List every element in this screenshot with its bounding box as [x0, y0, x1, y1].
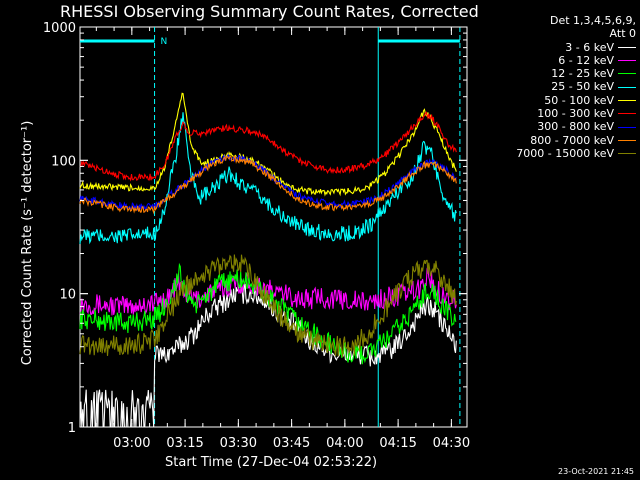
legend-entry: 800 - 7000 keV — [478, 134, 636, 147]
series-line — [79, 254, 457, 358]
legend-label: 100 - 300 keV — [537, 107, 614, 121]
legend-label: 12 - 25 keV — [551, 67, 614, 81]
legend-label: 7000 - 15000 keV — [516, 146, 614, 160]
timestamp: 23-Oct-2021 21:45 — [558, 467, 634, 476]
legend-swatch — [618, 46, 636, 48]
x-tick-label: 04:30 — [433, 436, 470, 451]
y-tick-label: 100 — [51, 154, 76, 169]
series-line — [79, 112, 457, 245]
legend-entry: 6 - 12 keV — [478, 54, 636, 67]
legend-swatch — [618, 99, 636, 101]
y-tick-label: 10 — [59, 288, 76, 303]
legend-label: 3 - 6 keV — [565, 40, 614, 54]
legend-entry: 100 - 300 keV — [478, 107, 636, 120]
legend-swatch — [618, 139, 636, 141]
legend-swatch — [618, 153, 636, 155]
legend-entry: 7000 - 15000 keV — [478, 147, 636, 160]
legend-entry: 12 - 25 keV — [478, 67, 636, 80]
series-line — [79, 92, 457, 197]
series-line — [79, 155, 457, 215]
y-tick-label: 1 — [68, 421, 76, 436]
series-lines — [79, 92, 457, 428]
x-tick-label: 04:00 — [326, 436, 363, 451]
series-line — [79, 153, 457, 212]
legend-label: 6 - 12 keV — [558, 53, 614, 67]
x-tick-label: 04:15 — [379, 436, 416, 451]
y-axis-title: Corrected Count Rate (s⁻¹ detector⁻¹) — [20, 121, 35, 366]
legend-label: 800 - 7000 keV — [530, 133, 614, 147]
legend-label: 50 - 100 keV — [544, 93, 614, 107]
x-axis-title: Start Time (27-Dec-04 02:53:22) — [165, 455, 378, 470]
legend-entry: 50 - 100 keV — [478, 94, 636, 107]
x-tick-label: 03:30 — [220, 436, 257, 451]
legend-swatch — [618, 73, 636, 75]
night-flag: N — [161, 37, 168, 47]
legend-header: Att 0 — [609, 27, 636, 41]
x-tick-label: 03:45 — [273, 436, 310, 451]
series-line — [79, 111, 457, 182]
chart-title: RHESSI Observing Summary Count Rates, Co… — [60, 2, 479, 21]
legend-swatch — [618, 86, 636, 88]
night-markers: N — [80, 27, 461, 427]
legend-swatch — [618, 60, 636, 62]
plot-frame — [79, 26, 468, 428]
x-tick-label: 03:15 — [166, 436, 203, 451]
y-tick-label: 1000 — [43, 21, 76, 36]
plot-axes — [79, 26, 468, 428]
series-line — [79, 265, 457, 316]
legend-entry: 25 - 50 keV — [478, 80, 636, 93]
legend-entry: 300 - 800 keV — [478, 120, 636, 133]
legend-header: Det 1,3,4,5,6,9, — [549, 14, 636, 27]
legend-swatch — [618, 126, 636, 128]
legend-entry: 3 - 6 keV — [478, 41, 636, 54]
legend-swatch — [618, 113, 636, 115]
legend-label: 25 - 50 keV — [551, 80, 614, 94]
legend-label: 300 - 800 keV — [537, 120, 614, 134]
axis-ticks: 1 10 100 1000 03:00 03:15 03:30 03:45 04:00 04:15… — [43, 21, 470, 451]
x-tick-label: 03:00 — [113, 436, 150, 451]
